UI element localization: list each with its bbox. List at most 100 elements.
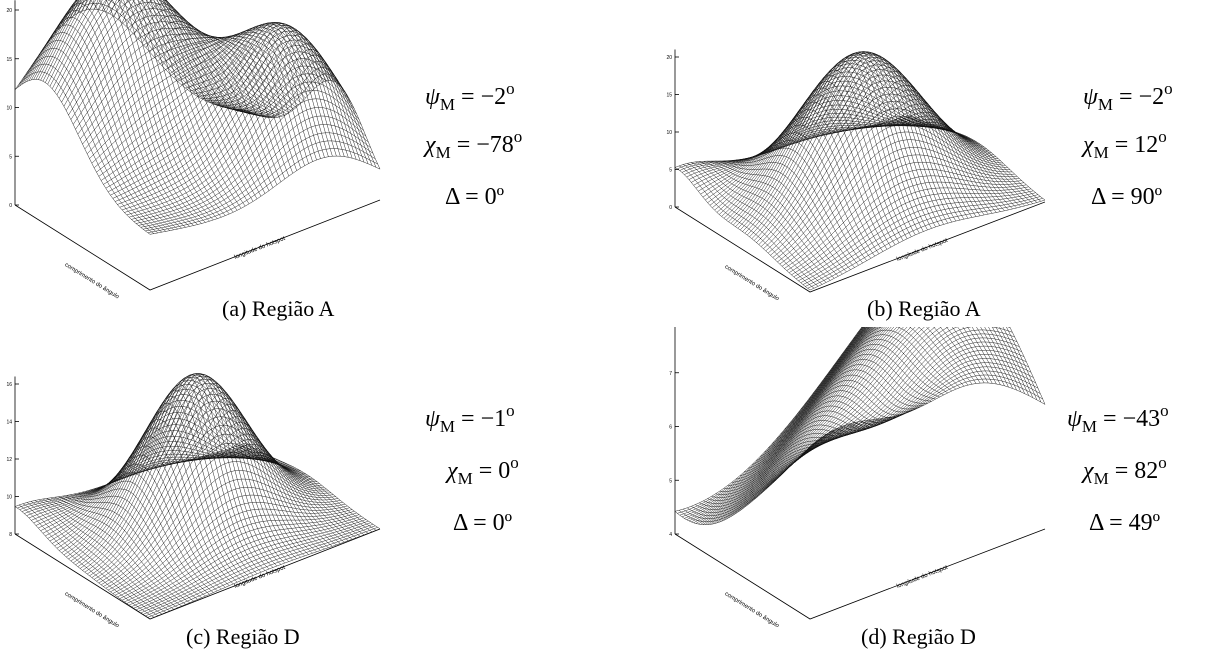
mesh-line (49, 412, 280, 542)
mesh-line (784, 161, 1020, 269)
axis-left-label: comprimento do ângulo (63, 591, 120, 627)
z-tick-label: 14 (6, 420, 12, 426)
mesh-line (140, 124, 371, 228)
mesh-line (40, 435, 271, 531)
mesh-line (999, 327, 1034, 398)
mesh-line (197, 439, 333, 547)
mesh-line (733, 327, 883, 516)
mesh-line (147, 148, 378, 233)
mesh-line (73, 27, 304, 125)
surface-plot-b: 20 15 10 5 0 comprimento do ângulo longitude d… (666, 49, 1045, 300)
mesh-line (705, 100, 941, 201)
mesh-line (714, 327, 873, 524)
base-axes-line (14, 199, 381, 291)
mesh-line (169, 398, 305, 557)
mesh-line (865, 108, 1001, 212)
z-tick-label: 15 (666, 93, 672, 99)
mesh-line (21, 0, 253, 114)
delta-param: Δ = 90º (1091, 184, 1163, 210)
mesh-line (885, 121, 1021, 208)
mesh-line (737, 327, 887, 513)
mesh-line (201, 443, 337, 546)
mesh-line (703, 161, 839, 277)
z-tick-label: 7 (669, 371, 672, 377)
mesh-line (133, 3, 270, 191)
z-tick-label: 20 (6, 8, 12, 14)
mesh-line (845, 327, 981, 384)
panel-c: 16 14 12 10 8 comprimento do ângulo longitude … (0, 327, 605, 655)
mesh-line (173, 403, 309, 555)
mesh-line (805, 196, 1041, 287)
mesh-line (730, 327, 882, 517)
mesh-line (221, 43, 357, 160)
mesh-line (798, 190, 1034, 281)
mesh-line (14, 8, 246, 111)
mesh-line (820, 59, 957, 222)
mesh-line (40, 0, 271, 118)
mesh-line (165, 32, 301, 169)
z-tick-label: 5 (9, 154, 12, 160)
mesh-line (824, 63, 961, 221)
mesh-line (24, 448, 255, 514)
mesh-line (849, 327, 985, 384)
mesh-line (153, 379, 289, 562)
axis-left-label: comprimento do ângulo (723, 591, 780, 627)
mesh-line (781, 333, 1018, 475)
mesh-line (853, 327, 989, 384)
mesh-line (674, 327, 863, 512)
chi-param: χM = 0o (447, 453, 519, 488)
mesh-line (702, 104, 938, 198)
mesh-line (56, 394, 287, 549)
mesh-line (240, 444, 377, 531)
mesh-line (723, 63, 959, 219)
mesh-line (114, 396, 250, 578)
mesh-line (726, 327, 879, 520)
z-tick-label: 6 (669, 425, 672, 431)
caption-a: (a) Região A (222, 296, 335, 321)
mesh-line (197, 23, 333, 157)
base-axes-line (14, 528, 381, 620)
mesh-line (229, 448, 365, 535)
mesh-line (677, 327, 863, 514)
mesh-line (189, 428, 325, 550)
mesh-line (31, 0, 262, 117)
mesh-line (845, 84, 981, 216)
z-tick-label: 8 (9, 532, 12, 538)
mesh-line (47, 418, 278, 539)
mesh-line (812, 54, 948, 224)
mesh-line (788, 54, 924, 232)
mesh-line (201, 24, 337, 157)
z-tick-label: 15 (6, 57, 12, 63)
z-tick-label: 4 (669, 532, 672, 538)
psi-param: ψM = −2o (425, 79, 515, 114)
delta-param: Δ = 0º (453, 510, 513, 536)
parameters-d: ψM = −43o χM = 82o Δ = 49º (1067, 402, 1210, 577)
mesh-line (46, 17, 182, 229)
plot-axes (674, 49, 1045, 293)
mesh-line (909, 114, 1045, 201)
mesh-line (138, 520, 369, 612)
surface-mesh (14, 0, 381, 235)
mesh-line (688, 327, 866, 522)
mesh-line (721, 327, 876, 522)
mesh-line (110, 403, 246, 579)
mesh-line (721, 67, 957, 217)
mesh-line (740, 327, 890, 511)
mesh-line (177, 409, 313, 554)
chi-param: χM = 12o (1083, 127, 1167, 162)
mesh-line (702, 327, 869, 525)
z-tick-label: 12 (6, 457, 12, 463)
mesh-line (54, 399, 285, 547)
chi-param: χM = −78o (425, 127, 523, 162)
mesh-line (135, 107, 367, 224)
mesh-line (80, 36, 311, 140)
mesh-line (19, 445, 250, 510)
mesh-line (1006, 327, 1042, 403)
mesh-line (237, 67, 373, 166)
mesh-line (47, 0, 278, 118)
surface-mesh (674, 327, 1046, 525)
mesh-line (735, 327, 885, 514)
mesh-line (719, 71, 955, 215)
